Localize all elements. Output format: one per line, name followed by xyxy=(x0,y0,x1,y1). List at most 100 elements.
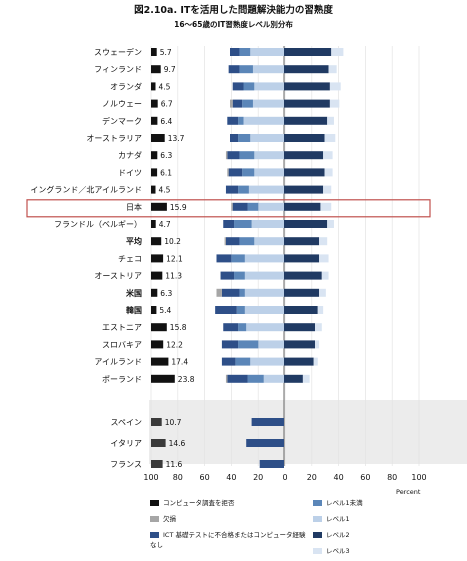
level1-bar xyxy=(244,271,284,280)
refused-bar xyxy=(151,185,156,194)
category-label: チェコ xyxy=(118,254,142,263)
legend-item-below1: レベル1未満 xyxy=(313,497,443,507)
below1-bar xyxy=(234,220,252,228)
refused-value-label: 5.4 xyxy=(159,306,171,315)
legend-label: 欠損 xyxy=(163,515,176,523)
refused-bar xyxy=(151,306,157,314)
below1-bar xyxy=(235,357,251,366)
level1-bar xyxy=(248,185,284,194)
refused-bar xyxy=(151,357,169,366)
below1-bar xyxy=(239,48,251,56)
level3-bar xyxy=(327,220,334,228)
level3-bar xyxy=(315,323,322,332)
legend-right: レベル1未満 レベル1 レベル2 レベル3 xyxy=(313,497,443,561)
level1-bar xyxy=(250,48,284,56)
x-tick-label: 80 xyxy=(387,473,397,482)
excluded-band xyxy=(149,400,467,464)
failed-bar xyxy=(223,220,235,228)
legend-label: レベル1未満 xyxy=(326,499,363,507)
failed-bar xyxy=(215,306,237,314)
category-label: 日本 xyxy=(126,202,142,212)
refused-value-label: 6.7 xyxy=(161,100,173,109)
level3-bar xyxy=(323,151,333,160)
category-label: オランダ xyxy=(110,81,142,91)
category-label: ノルウェー xyxy=(102,100,142,109)
refused-value-label: 13.7 xyxy=(168,134,185,143)
level3-bar xyxy=(315,340,320,349)
excluded-failed-bar xyxy=(246,439,284,447)
category-label: イングランド／北アイルランド xyxy=(30,185,142,195)
legend-swatch xyxy=(313,548,322,554)
excluded-refused-value-label: 10.7 xyxy=(165,418,182,427)
x-tick-label: 80 xyxy=(173,473,183,482)
category-label: エストニア xyxy=(102,323,142,332)
below1-bar xyxy=(238,185,249,194)
level1-bar xyxy=(254,237,284,246)
level3-bar xyxy=(313,357,318,366)
refused-value-label: 5.7 xyxy=(160,48,172,57)
below1-bar xyxy=(239,65,253,74)
level2-bar xyxy=(284,48,332,56)
refused-value-label: 6.3 xyxy=(160,151,172,160)
refused-value-label: 15.8 xyxy=(170,323,187,332)
category-label: 米国 xyxy=(125,288,142,298)
level2-bar xyxy=(284,134,325,142)
category-label: アイルランド xyxy=(94,358,142,367)
excluded-category-label: イタリア xyxy=(110,439,142,448)
failed-bar xyxy=(216,254,232,263)
failed-bar xyxy=(232,202,248,211)
below1-bar xyxy=(238,134,251,142)
legend-swatch xyxy=(313,500,322,506)
level1-bar xyxy=(254,168,284,177)
category-label: フィンランド xyxy=(94,65,142,74)
below1-bar xyxy=(238,116,244,125)
refused-bar xyxy=(151,82,156,91)
level1-bar xyxy=(258,340,284,349)
level2-bar xyxy=(284,65,329,74)
level3-bar xyxy=(319,288,326,297)
refused-value-label: 4.5 xyxy=(159,186,171,195)
below1-bar xyxy=(234,271,245,280)
failed-bar xyxy=(230,134,239,142)
refused-bar xyxy=(151,271,163,280)
level2-bar xyxy=(284,202,321,211)
refused-bar xyxy=(151,323,167,332)
refused-value-label: 4.7 xyxy=(159,220,171,229)
x-tick-label: 20 xyxy=(307,473,317,482)
level2-bar xyxy=(284,237,320,246)
refused-bar xyxy=(151,168,158,177)
missing-bar xyxy=(224,237,226,246)
chart-subtitle: 16～65歳のIT習熟度レベル別分布 xyxy=(174,20,293,29)
legend-swatch xyxy=(313,532,322,538)
level2-bar xyxy=(284,82,330,91)
refused-bar xyxy=(151,65,161,74)
below1-bar xyxy=(231,254,245,263)
refused-bar xyxy=(151,48,157,56)
excluded-category-label: スペイン xyxy=(111,418,142,427)
category-label: カナダ xyxy=(118,150,142,160)
legend-item-missing: 欠損 xyxy=(150,513,310,523)
level3-bar xyxy=(324,134,336,142)
x-tick-label: 60 xyxy=(200,473,210,482)
below1-bar xyxy=(238,323,247,332)
level3-bar xyxy=(329,99,340,108)
refused-bar xyxy=(151,116,158,125)
level2-bar xyxy=(284,151,324,160)
failed-bar xyxy=(221,340,239,349)
level1-bar xyxy=(244,254,284,263)
excluded-refused-value-label: 14.6 xyxy=(169,439,186,448)
refused-bar xyxy=(151,220,156,228)
level3-bar xyxy=(323,185,332,194)
below1-bar xyxy=(239,237,255,246)
refused-value-label: 11.3 xyxy=(165,272,182,281)
category-label: スロバキア xyxy=(102,340,142,349)
refused-value-label: 9.7 xyxy=(164,65,176,74)
level1-bar xyxy=(244,288,284,297)
level2-bar xyxy=(284,116,328,125)
failed-bar xyxy=(230,48,240,56)
legend-item-failed: ICT 基礎テストに不合格またはコンピュータ経験なし xyxy=(150,529,310,549)
below1-bar xyxy=(247,374,264,383)
level1-bar xyxy=(254,151,284,160)
category-label: デンマーク xyxy=(102,116,142,126)
category-label: オーストリア xyxy=(94,272,142,281)
